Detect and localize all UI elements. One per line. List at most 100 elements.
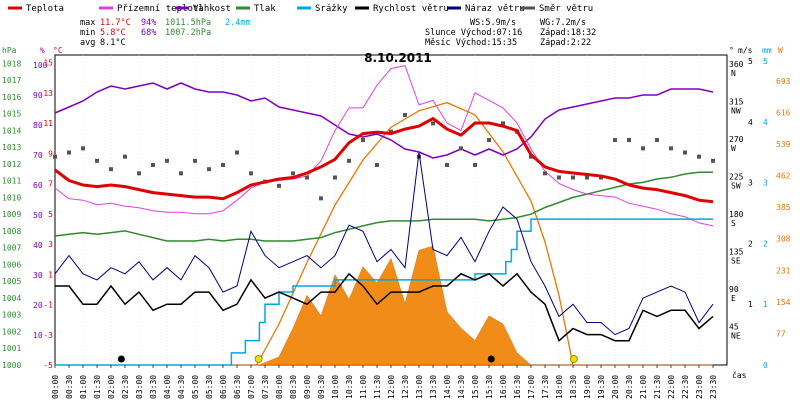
tick-solar: 77 [776,329,786,338]
tick-pressure: 1015 [2,110,21,119]
x-tick-label: 20:00 [611,375,620,399]
axis-unit-celsius: °C [53,46,63,55]
stat-wg: WG:7.2m/s [540,18,586,28]
stat-ws: WS:5.9m/s [470,18,516,28]
x-tick-label: 08:30 [289,375,298,399]
wind-direction-point [571,175,575,180]
wind-direction-point [473,163,477,167]
wind-direction-point [459,146,463,151]
tick-pressure: 1008 [2,227,21,236]
series-pressure [54,171,713,242]
wind-direction-point [375,163,379,167]
x-tick-label: 02:00 [107,375,116,399]
tick-pressure: 1016 [2,93,21,102]
tick-humidity: 60 [33,181,43,190]
tick-pressure: 1018 [2,59,21,68]
x-tick-label: 11:00 [359,375,368,399]
wind-direction-point [543,171,547,176]
wind-direction-point [445,163,449,167]
tick-pressure: 1005 [2,277,21,286]
x-tick-label: 20:30 [625,375,634,399]
x-tick-label: 05:00 [191,375,200,399]
tick-direction-deg: 135 [729,248,744,257]
wind-direction-point [347,158,351,163]
wind-direction-point [403,113,407,117]
tick-temperature: 5 [48,210,53,219]
wind-direction-point [683,150,687,155]
x-tick-label: 07:00 [247,375,256,399]
x-axis: 00:00 00:30 01:00 01:30 02:00 02:30 03:00 03:30… [51,365,747,399]
tick-solar: 308 [776,235,791,244]
tick-wind-speed: 5 [748,57,753,66]
tick-temperature: 11 [43,119,53,128]
wind-direction-point [655,138,659,142]
stat-max_press: 1011.5hPa [165,18,211,28]
series-wind-gust [54,152,714,336]
x-tick-label: 13:00 [415,375,424,399]
wind-direction-point [319,196,323,201]
legend-label: Srážky [315,4,348,14]
tick-pressure: 1003 [2,311,21,320]
tick-direction-deg: 45 [729,323,739,332]
x-tick-label: 23:00 [695,375,704,399]
tick-pressure: 1011 [2,177,21,186]
tick-pressure: 1010 [2,193,21,202]
wind-direction-point [81,146,85,151]
tick-temperature: -5 [43,361,53,370]
wind-direction-point [431,121,435,126]
x-tick-label: 00:00 [51,375,60,399]
stat-max_label: max [80,18,95,28]
tick-temperature: 7 [48,180,53,189]
x-axis-label: čas [732,370,747,380]
tick-humidity: 90 [33,91,43,100]
axis-unit-deg: ° [729,46,734,55]
tick-solar: 462 [776,172,791,181]
x-tick-label: 04:30 [177,375,186,399]
wind-direction-point [179,171,183,176]
legend-label: Tlak [254,4,276,14]
sun-rise: Slunce Východ:07:16 [425,28,522,38]
tick-pressure: 1012 [2,160,21,169]
tick-wind-speed: 2 [748,239,753,248]
wind-direction-point [165,158,169,163]
tick-direction-dir: E [731,294,736,303]
tick-humidity: 40 [33,241,43,250]
x-tick-label: 05:30 [205,375,214,399]
tick-direction-dir: NE [731,332,741,341]
tick-humidity: 50 [33,211,43,220]
sun-set: Západ:18:32 [540,28,596,38]
wind-direction-point [417,154,421,159]
moonrise-marker [487,355,495,363]
tick-direction-dir: SE [731,257,741,266]
x-tick-label: 10:00 [331,375,340,399]
stat-max_hum: 94% [141,18,156,28]
wind-direction-point [627,138,631,142]
wind-direction-point [487,138,491,142]
tick-direction-deg: 360 [729,60,744,69]
wind-direction-point [137,171,141,176]
tick-direction-dir: NW [731,107,741,116]
tick-direction-deg: 90 [729,285,739,294]
wind-direction-point [305,175,309,180]
x-tick-label: 11:30 [373,375,382,399]
wind-direction-point [613,138,617,142]
x-tick-label: 17:30 [541,375,550,399]
legend-label: Teplota [26,4,64,14]
x-tick-label: 19:00 [583,375,592,399]
series-solar-theoretical [256,101,574,366]
x-tick-label: 09:00 [303,375,312,399]
legend-label: Vlhkost [193,4,231,14]
axis-unit-mm: mm [762,46,772,55]
x-tick-label: 23:30 [709,375,718,399]
tick-solar: 616 [776,108,791,117]
tick-rain: 2 [763,239,768,248]
x-tick-label: 00:30 [65,375,74,399]
series-temperature [54,116,714,204]
x-tick-label: 13:30 [429,375,438,399]
wind-direction-point [95,158,99,163]
tick-humidity: 100 [33,61,48,70]
x-tick-label: 15:00 [471,375,480,399]
x-tick-label: 14:30 [457,375,466,399]
